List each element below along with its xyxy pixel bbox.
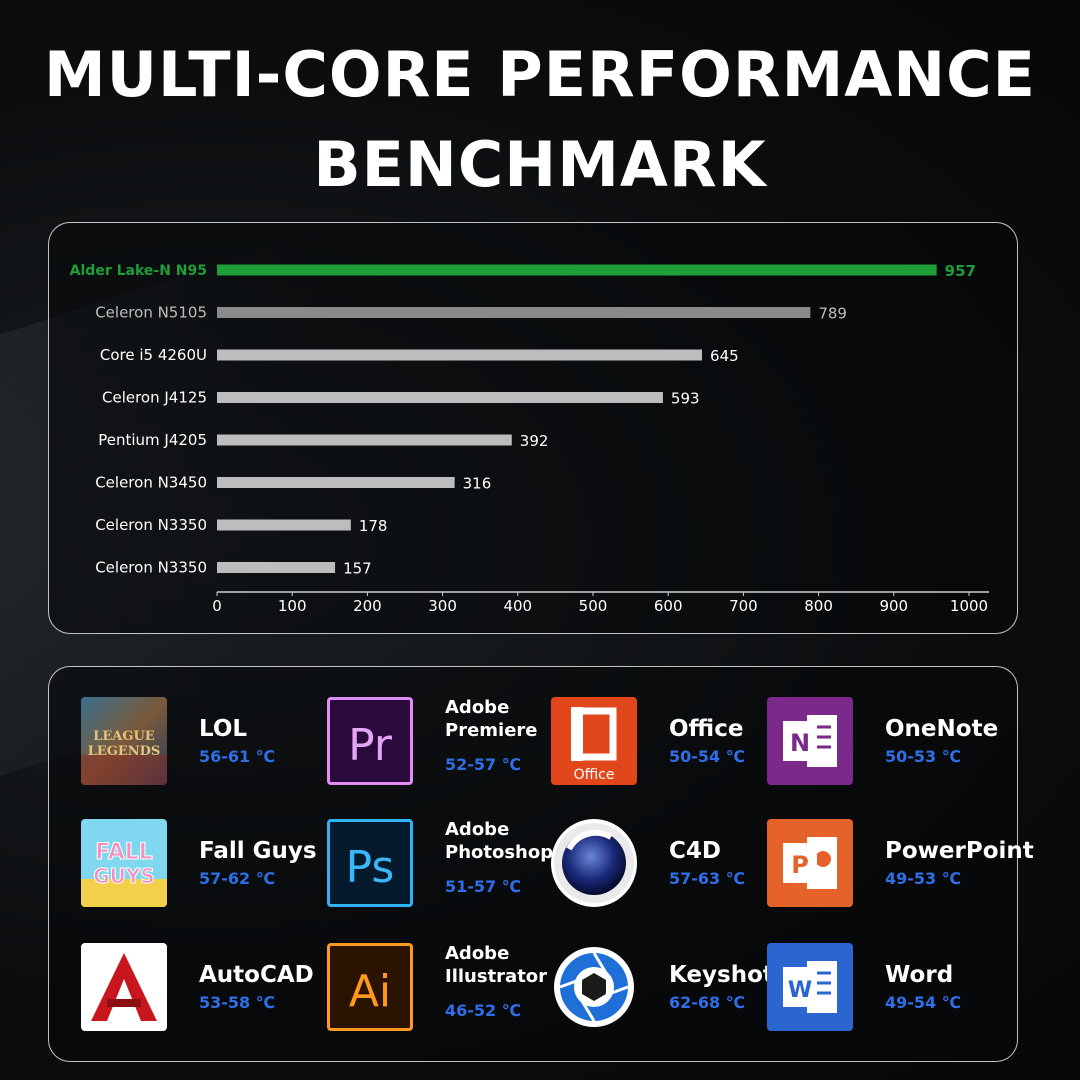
autocad-icon [81, 943, 167, 1031]
x-tick-label: 700 [729, 597, 758, 615]
app-item-fall-guys: FALL GUYS Fall Guys 57-62 ℃ [81, 819, 317, 911]
x-tick-label: 500 [579, 597, 608, 615]
svg-text:FALL: FALL [95, 840, 153, 865]
app-temp: 46-52 ℃ [445, 1001, 522, 1020]
photoshop-icon: Ps [327, 819, 413, 907]
bar [217, 562, 336, 573]
x-tick-label: 900 [879, 597, 908, 615]
bar [217, 392, 663, 403]
page-title-line-1: MULTI-CORE PERFORMANCE [43, 38, 1037, 111]
app-name: Adobe Photoshop [445, 819, 554, 863]
cinema4d-icon [551, 819, 637, 907]
app-temp: 56-61 ℃ [199, 747, 276, 766]
x-tick-label: 100 [278, 597, 307, 615]
app-temp: 57-62 ℃ [199, 869, 276, 888]
app-name: AutoCAD [199, 962, 314, 988]
app-name: C4D [669, 838, 721, 864]
bar-value-label: 392 [520, 432, 549, 450]
app-item-adobe-illustrator: Ai Adobe Illustrator 46-52 ℃ [327, 943, 557, 1035]
bar-value-label: 645 [710, 347, 739, 365]
office-icon: Office [551, 697, 637, 785]
x-tick-label: 1000 [950, 597, 988, 615]
app-item-keyshot: Keyshot 62-68 ℃ [551, 943, 781, 1035]
category-label: Celeron N3350 [95, 559, 207, 577]
app-item-word: W Word 49-54 ℃ [767, 943, 997, 1035]
category-label: Celeron N3450 [95, 474, 207, 492]
x-tick-label: 0 [212, 597, 222, 615]
keyshot-icon [551, 943, 637, 1031]
app-name: LOL [199, 716, 248, 742]
bar [217, 477, 455, 488]
category-label: Celeron N5105 [95, 304, 207, 322]
app-temperature-panel: LEAGUE LEGENDS LOL 56-61 ℃ Pr Adobe Premi… [48, 666, 1034, 1062]
benchmark-chart-panel: Alder Lake-N N95 957 Celeron N5105 789 Core … [48, 222, 1018, 634]
svg-text:P: P [791, 851, 809, 879]
app-item-lol: LEAGUE LEGENDS LOL 56-61 ℃ [81, 697, 311, 789]
app-name: OneNote [885, 716, 999, 742]
category-label: Pentium J4205 [98, 431, 207, 449]
app-name: Word [885, 962, 954, 988]
app-name: Adobe Illustrator [445, 943, 548, 987]
premiere-pro-icon: Pr [327, 697, 413, 785]
app-temp: 52-57 ℃ [445, 755, 522, 774]
page-title-line-2: BENCHMARK [313, 128, 767, 201]
svg-text:GUYS: GUYS [93, 864, 155, 888]
app-item-powerpoint: P PowerPoint 49-53 ℃ [767, 819, 1034, 911]
bar [217, 519, 351, 531]
app-temp: 51-57 ℃ [445, 877, 522, 896]
app-temp: 50-54 ℃ [669, 747, 746, 766]
app-item-autocad: AutoCAD 53-58 ℃ [81, 943, 314, 1035]
svg-text:Ps: Ps [346, 842, 395, 893]
x-tick-label: 600 [654, 597, 683, 615]
x-tick-label: 800 [804, 597, 833, 615]
app-temp: 62-68 ℃ [669, 993, 746, 1012]
illustrator-icon: Ai [327, 943, 413, 1031]
category-label: Core i5 4260U [100, 346, 207, 364]
app-item-c4d: C4D 57-63 ℃ [551, 819, 781, 911]
category-label: Celeron N3350 [95, 516, 207, 534]
word-icon: W [767, 943, 853, 1031]
x-tick-label: 200 [353, 597, 382, 615]
premiere-icon-glyph: Pr [348, 720, 393, 771]
app-item-adobe-photoshop: Ps Adobe Photoshop 51-57 ℃ [327, 819, 557, 911]
svg-text:LEGENDS: LEGENDS [88, 744, 161, 759]
app-name: PowerPoint [885, 838, 1034, 864]
bar-value-label: 789 [818, 305, 847, 323]
fall-guys-icon: FALL GUYS [81, 819, 167, 907]
app-name: Office [669, 716, 744, 742]
app-item-office: Office Office 50-54 ℃ [551, 697, 781, 789]
bar-value-label: 593 [671, 390, 700, 408]
bar-value-label: 157 [343, 560, 372, 578]
svg-text:Office: Office [574, 767, 615, 783]
bar-value-label: 957 [945, 262, 976, 280]
category-label: Celeron J4125 [102, 389, 207, 407]
svg-text:W: W [788, 978, 812, 1003]
svg-text:N: N [790, 729, 810, 757]
bar [217, 349, 703, 361]
app-temp: 53-58 ℃ [199, 993, 276, 1012]
benchmark-bar-chart: Alder Lake-N N95 957 Celeron N5105 789 Core … [70, 262, 989, 615]
category-label: Alder Lake-N N95 [70, 263, 207, 279]
powerpoint-icon: P [767, 819, 853, 907]
league-of-legends-icon: LEAGUE LEGENDS [81, 697, 167, 785]
app-name: Adobe Premiere [445, 697, 538, 741]
app-name: Fall Guys [199, 838, 317, 864]
app-name: Keyshot [669, 962, 774, 988]
app-temp: 57-63 ℃ [669, 869, 746, 888]
svg-text:Ai: Ai [349, 966, 391, 1017]
bar [217, 307, 811, 318]
app-item-adobe-premiere: Pr Adobe Premiere 52-57 ℃ [327, 697, 557, 789]
bar-value-label: 316 [463, 475, 492, 493]
x-tick-label: 400 [503, 597, 532, 615]
bar [217, 434, 512, 446]
bar [217, 264, 937, 276]
app-temp: 49-53 ℃ [885, 869, 962, 888]
bar-value-label: 178 [359, 517, 388, 535]
app-temp: 50-53 ℃ [885, 747, 962, 766]
app-item-onenote: N OneNote 50-53 ℃ [767, 697, 999, 789]
x-tick-label: 300 [428, 597, 457, 615]
app-temp: 49-54 ℃ [885, 993, 962, 1012]
onenote-icon: N [767, 697, 853, 785]
lol-icon-text: LEAGUE [93, 729, 155, 744]
